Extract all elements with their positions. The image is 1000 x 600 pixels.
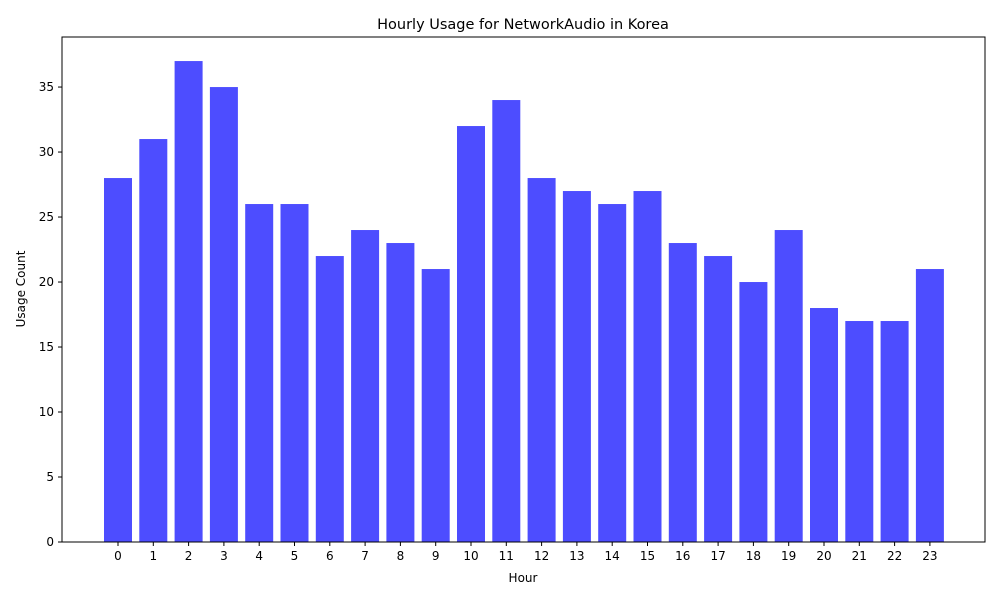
- y-tick-label: 20: [39, 275, 54, 289]
- x-axis: 0 1 2 3 4 5 6 7 8 9 10 11 12 13 14 15 16 17 18 19 20 21 22 23: [114, 542, 938, 563]
- bar-hour-6: [315, 256, 344, 542]
- x-tick-label: 23: [922, 549, 937, 563]
- x-tick-label: 21: [852, 549, 867, 563]
- bar-hour-0: [104, 178, 132, 543]
- x-tick-label: 3: [220, 549, 228, 563]
- bar-hour-19: [774, 230, 803, 542]
- y-tick-label: 10: [39, 405, 54, 419]
- x-tick-label: 0: [114, 549, 122, 563]
- bars-group: [104, 61, 944, 543]
- bar-hour-16: [668, 243, 697, 542]
- bar-hour-9: [421, 269, 450, 542]
- y-tick-label: 5: [46, 470, 54, 484]
- x-tick-label: 15: [640, 549, 655, 563]
- bar-hour-3: [209, 87, 238, 543]
- bar-hour-7: [351, 230, 380, 542]
- bar-hour-22: [880, 321, 909, 542]
- chart-title: Hourly Usage for NetworkAudio in Korea: [377, 17, 669, 33]
- x-tick-label: 5: [291, 549, 299, 563]
- x-tick-label: 9: [432, 549, 440, 563]
- y-axis-title: Usage Count: [14, 250, 28, 327]
- y-tick-label: 30: [39, 145, 54, 159]
- x-tick-label: 22: [887, 549, 902, 563]
- x-tick-label: 6: [326, 549, 334, 563]
- x-tick-label: 11: [499, 549, 514, 563]
- bar-hour-4: [245, 204, 274, 542]
- x-tick-label: 4: [255, 549, 263, 563]
- bar-hour-11: [492, 100, 521, 542]
- x-tick-label: 8: [397, 549, 405, 563]
- x-tick-label: 2: [185, 549, 193, 563]
- bar-hour-20: [810, 308, 838, 542]
- bar-hour-23: [915, 269, 944, 542]
- bar-hour-17: [704, 256, 733, 542]
- x-axis-title: Hour: [509, 571, 538, 585]
- y-axis: 0 5 10 15 20 25 30 35: [39, 80, 62, 549]
- bar-hour-8: [386, 243, 415, 542]
- x-tick-label: 1: [149, 549, 157, 563]
- x-tick-label: 10: [463, 549, 478, 563]
- y-tick-label: 15: [39, 340, 54, 354]
- y-tick-label: 35: [39, 80, 54, 94]
- x-tick-label: 19: [781, 549, 796, 563]
- x-tick-label: 12: [534, 549, 549, 563]
- x-tick-label: 7: [361, 549, 369, 563]
- bar-hour-12: [527, 178, 556, 543]
- y-tick-label: 25: [39, 210, 54, 224]
- x-tick-label: 17: [710, 549, 725, 563]
- bar-hour-15: [633, 191, 662, 542]
- bar-hour-13: [562, 191, 591, 542]
- x-tick-label: 20: [816, 549, 831, 563]
- bar-hour-1: [139, 139, 168, 543]
- bar-hour-21: [845, 321, 874, 542]
- bar-hour-14: [598, 204, 627, 542]
- y-tick-label: 0: [46, 535, 54, 549]
- bar-hour-18: [739, 282, 768, 542]
- plot-area-frame: [61, 36, 986, 543]
- bar-hour-2: [174, 61, 203, 543]
- x-tick-label: 13: [569, 549, 584, 563]
- x-tick-label: 16: [675, 549, 690, 563]
- bar-hour-5: [280, 204, 309, 542]
- bar-hour-10: [457, 126, 485, 542]
- x-tick-label: 14: [605, 549, 620, 563]
- x-tick-label: 18: [746, 549, 761, 563]
